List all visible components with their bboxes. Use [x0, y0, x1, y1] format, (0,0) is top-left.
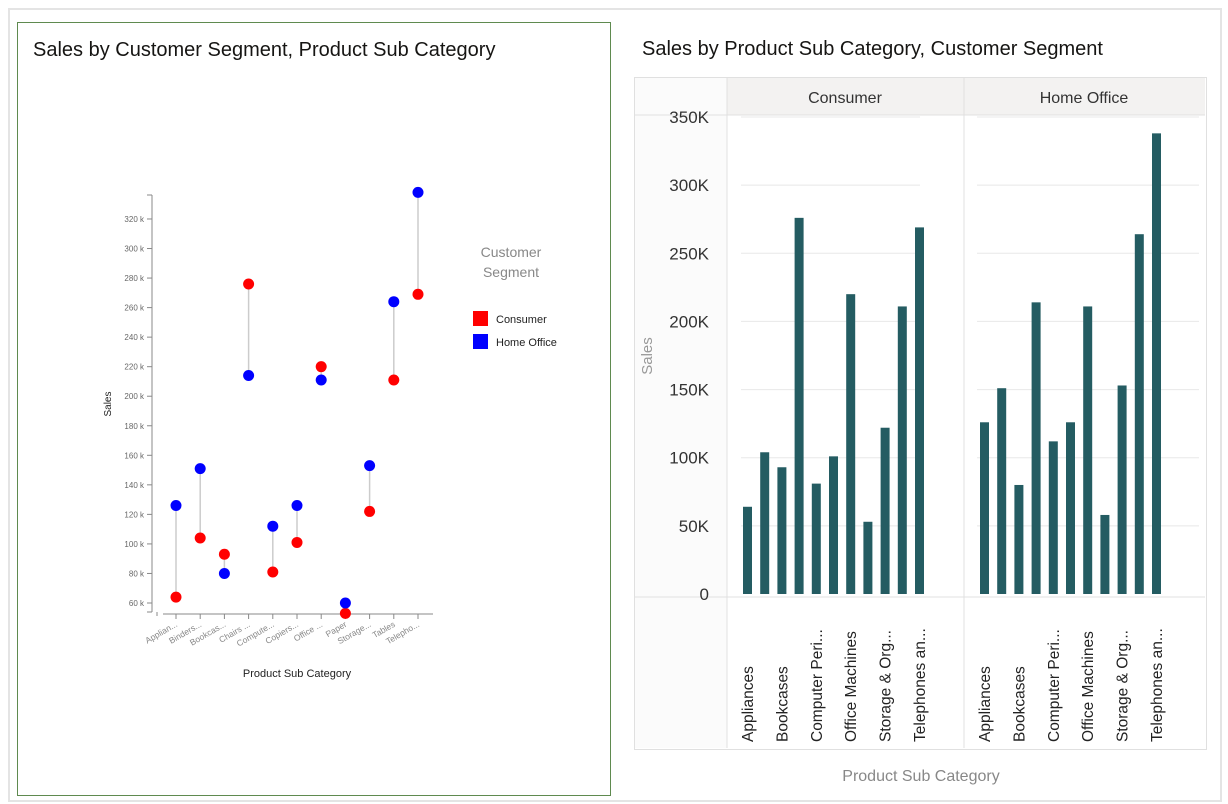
data-point-consumer[interactable]: [388, 374, 400, 386]
data-point-home-office[interactable]: [315, 374, 327, 386]
bar[interactable]: [915, 227, 924, 595]
y-tick-label: 180 k: [124, 422, 145, 431]
legend-title: Customer: [481, 244, 542, 260]
right-chart-title: Sales by Product Sub Category, Customer …: [642, 38, 1103, 60]
bar[interactable]: [863, 521, 873, 594]
left-chart-panel[interactable]: Sales by Customer Segment, Product Sub C…: [17, 22, 611, 796]
data-point-home-office[interactable]: [388, 296, 400, 308]
bar[interactable]: [743, 506, 752, 594]
x-axis-title: Product Sub Category: [243, 668, 352, 680]
x-tick-label: Storage & Org...: [1115, 630, 1132, 742]
y-tick-label: 350K: [669, 108, 709, 127]
bar[interactable]: [811, 483, 821, 594]
data-point-home-office[interactable]: [291, 500, 303, 512]
data-point-home-office[interactable]: [364, 460, 376, 472]
y-tick-label: 300 k: [124, 245, 145, 254]
data-point-home-office[interactable]: [194, 463, 206, 475]
bar[interactable]: [1066, 422, 1075, 594]
y-tick-label: 220 k: [124, 363, 145, 372]
data-point-home-office[interactable]: [412, 186, 424, 198]
x-tick-label: Appliances: [977, 666, 994, 742]
bar[interactable]: [777, 467, 787, 594]
x-axis-title: Product Sub Category: [842, 768, 999, 785]
x-tick-label: Telephones an...: [1149, 628, 1166, 742]
data-point-consumer[interactable]: [339, 607, 351, 619]
y-tick-label: 0: [700, 585, 709, 604]
row-header-area: [635, 78, 727, 748]
panel-header-consumer: Consumer: [808, 90, 882, 107]
bar[interactable]: [1048, 441, 1058, 594]
legend-swatch[interactable]: [473, 334, 488, 349]
data-point-home-office[interactable]: [243, 370, 255, 382]
y-tick-label: 320 k: [124, 215, 145, 224]
data-point-home-office[interactable]: [218, 567, 230, 579]
legend-label: Consumer: [496, 314, 547, 326]
y-tick-label: 50K: [679, 517, 710, 536]
legend-label: Home Office: [496, 337, 557, 349]
bar[interactable]: [1083, 306, 1093, 594]
bar[interactable]: [846, 294, 856, 594]
y-tick-label: 60 k: [129, 599, 145, 608]
bar[interactable]: [1100, 514, 1110, 594]
x-tick-label: Computer Peri...: [1046, 629, 1063, 742]
x-tick-label: Telephones an...: [912, 628, 929, 742]
y-tick-label: 300K: [669, 176, 709, 195]
bar[interactable]: [980, 422, 989, 594]
data-point-consumer[interactable]: [315, 361, 327, 373]
y-tick-label: 140 k: [124, 481, 145, 490]
data-point-consumer[interactable]: [412, 288, 424, 300]
x-tick-label: Bookcases: [1011, 666, 1028, 742]
bar[interactable]: [760, 452, 770, 594]
data-point-consumer[interactable]: [194, 532, 206, 544]
x-tick-label: Office Machines: [843, 631, 860, 742]
y-tick-label: 280 k: [124, 274, 145, 283]
y-tick-label: 200 k: [124, 392, 145, 401]
y-axis-title: Sales: [639, 337, 656, 375]
x-tick-label: Office Machines: [1080, 631, 1097, 742]
y-tick-label: 240 k: [124, 333, 145, 342]
bar[interactable]: [1014, 484, 1024, 594]
data-point-home-office[interactable]: [339, 597, 351, 609]
x-tick-label: Computer Peri...: [809, 629, 826, 742]
data-point-home-office[interactable]: [267, 520, 279, 532]
canvas-frame: [8, 8, 1222, 802]
bar[interactable]: [1134, 234, 1144, 594]
data-point-consumer[interactable]: [267, 566, 279, 578]
bar[interactable]: [880, 427, 890, 594]
bar[interactable]: [897, 306, 907, 594]
right-chart-panel[interactable]: [634, 77, 1207, 750]
y-tick-label: 80 k: [129, 569, 145, 578]
bar[interactable]: [829, 456, 838, 594]
y-tick-label: 250K: [669, 244, 709, 263]
bar[interactable]: [1117, 385, 1127, 594]
data-point-home-office[interactable]: [170, 500, 182, 512]
y-tick-label: 120 k: [124, 510, 145, 519]
data-point-consumer[interactable]: [170, 591, 182, 603]
x-tick-label: Storage & Org...: [878, 630, 895, 742]
data-point-consumer[interactable]: [243, 278, 255, 290]
bar[interactable]: [997, 388, 1007, 594]
panel-header-home-office: Home Office: [1040, 90, 1129, 107]
left-chart-title: Sales by Customer Segment, Product Sub C…: [33, 39, 496, 61]
y-tick-label: 160 k: [124, 451, 145, 460]
data-point-consumer[interactable]: [218, 548, 230, 560]
bar[interactable]: [794, 217, 804, 594]
bar[interactable]: [1152, 133, 1161, 594]
y-tick-label: 150K: [669, 381, 709, 400]
legend-title: Segment: [483, 264, 539, 280]
data-point-consumer[interactable]: [364, 505, 376, 517]
x-tick-label: Appliances: [740, 666, 757, 742]
bar[interactable]: [1031, 302, 1041, 594]
data-point-consumer[interactable]: [291, 536, 303, 548]
legend-swatch[interactable]: [473, 311, 488, 326]
y-tick-label: 200K: [669, 312, 709, 331]
y-tick-label: 100K: [669, 449, 709, 468]
y-tick-label: 100 k: [124, 540, 145, 549]
column-header-bar: [727, 78, 1205, 115]
y-tick-label: 260 k: [124, 304, 145, 313]
y-axis-title: Sales: [103, 391, 114, 416]
x-tick-label: Bookcases: [774, 666, 791, 742]
